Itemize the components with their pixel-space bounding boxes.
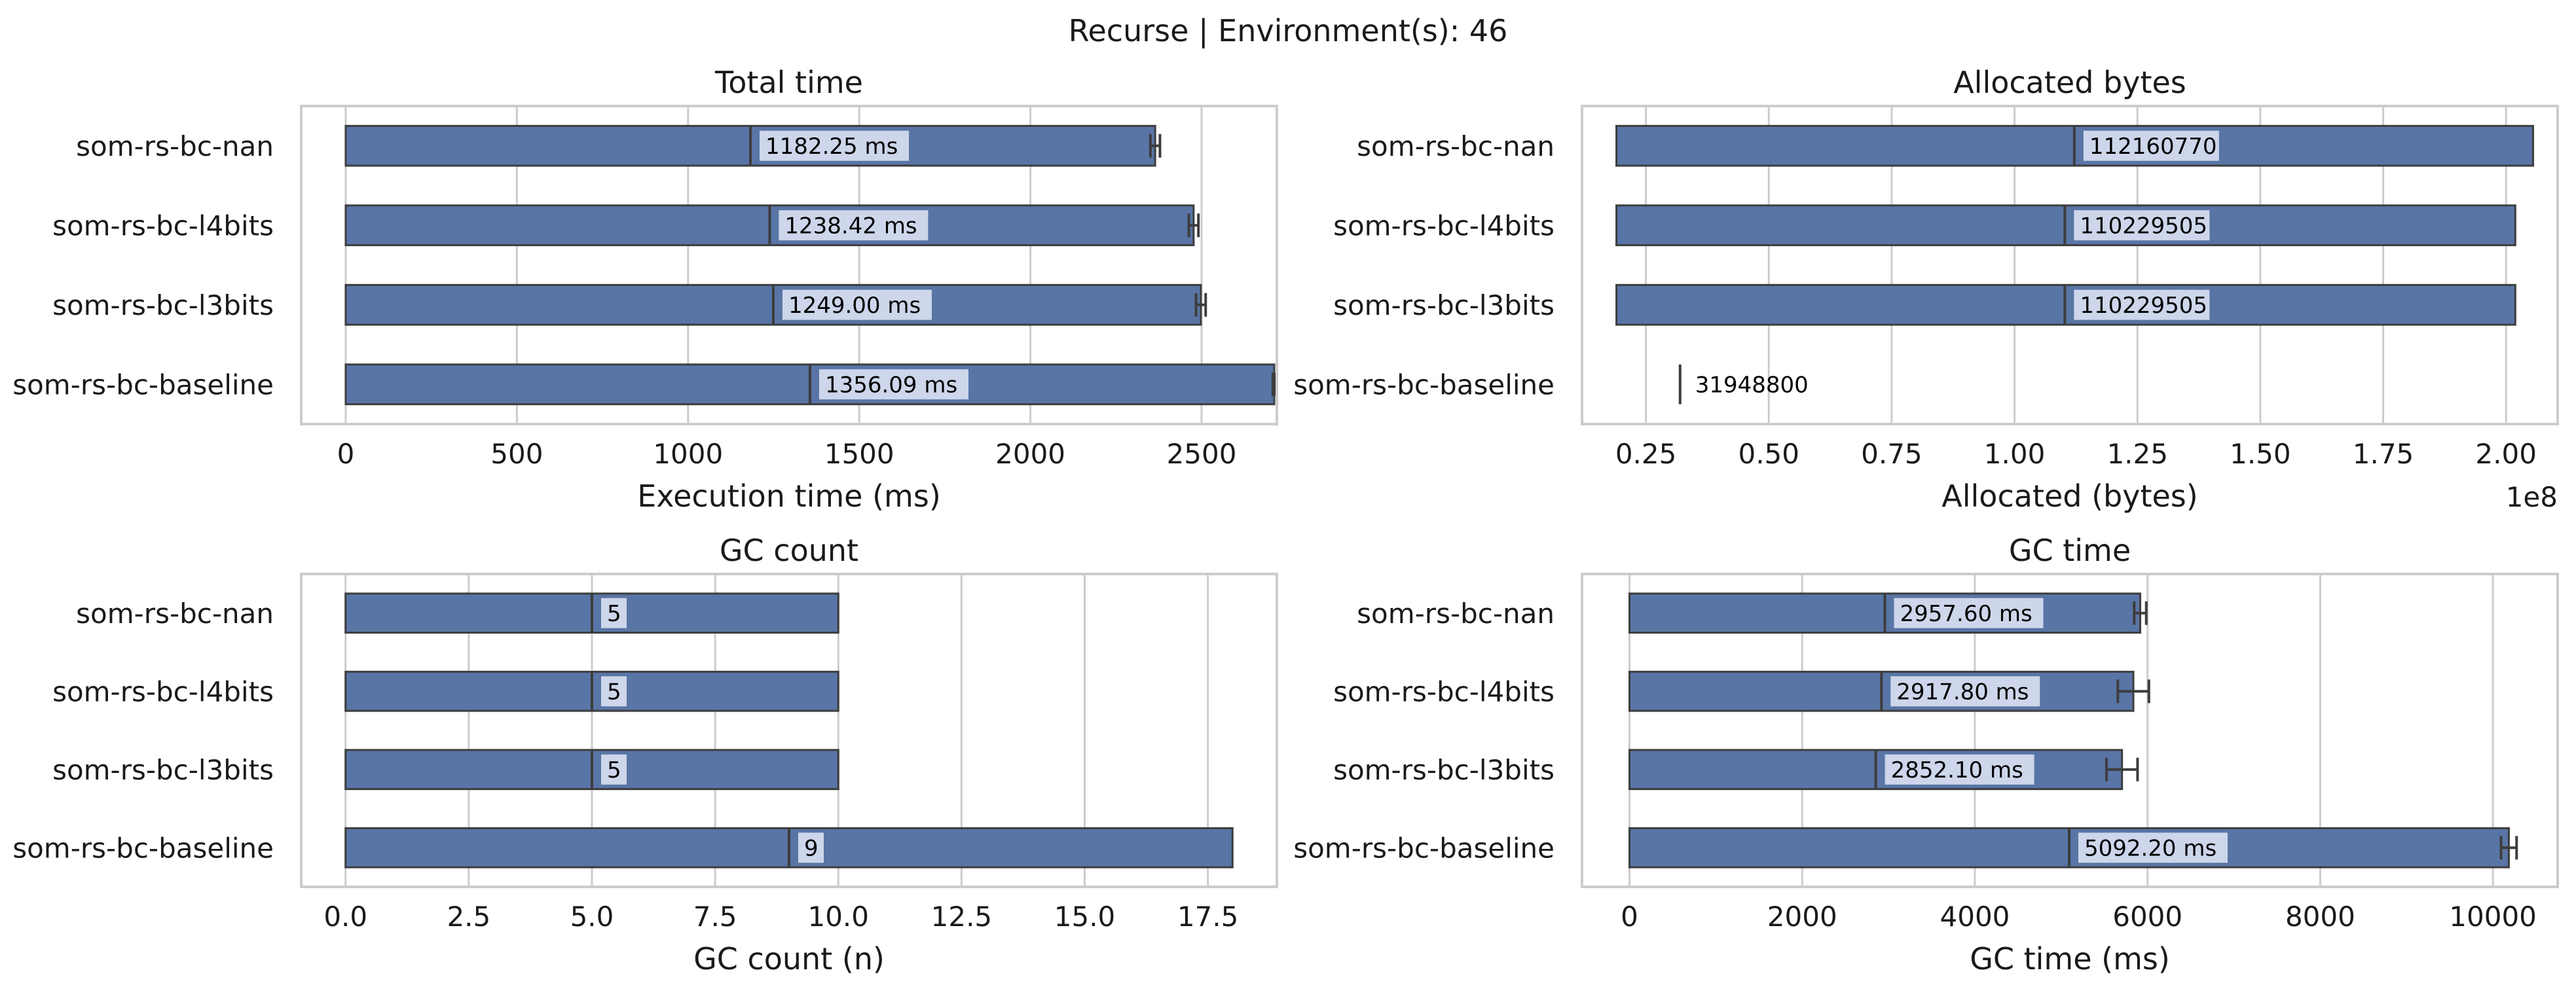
x-tick-label: 7.5 (693, 901, 737, 933)
data-label: 1238.42 ms (784, 213, 917, 239)
x-tick-label: 4000 (1940, 901, 2010, 933)
category-label: som-rs-bc-nan (76, 598, 274, 630)
axes-frame (1581, 105, 2559, 425)
data-label-box (779, 210, 929, 241)
data-label: 5 (607, 601, 621, 627)
panel-allocated-bytes: 112160770 som-rs-bc-nan 110229505 som-rs-bc… (1293, 65, 2559, 514)
data-label: 1249.00 ms (788, 293, 921, 319)
axes-frame (1581, 573, 2559, 888)
category-label: som-rs-bc-nan (1357, 130, 1555, 162)
category-label: som-rs-bc-l4bits (52, 675, 274, 708)
x-tick-label: 12.5 (931, 901, 993, 933)
data-label-box (819, 369, 968, 400)
data-label: 1182.25 ms (765, 134, 898, 160)
category-label: som-rs-bc-l4bits (1333, 675, 1555, 708)
panel-title: GC time (2009, 533, 2131, 568)
category-label: som-rs-bc-l3bits (52, 289, 274, 321)
category-label: som-rs-bc-l3bits (1333, 289, 1555, 321)
data-label-box (600, 754, 627, 785)
data-label: 112160770 (2089, 134, 2217, 160)
panel-title: Total time (714, 65, 863, 100)
axes-frame (300, 573, 1278, 888)
data-label-box (760, 130, 910, 161)
data-label: 2917.80 ms (1896, 679, 2029, 705)
data-label-box (600, 598, 627, 628)
data-label: 9 (804, 835, 819, 861)
category-label: som-rs-bc-l3bits (52, 754, 274, 786)
x-tick-label: 1000 (653, 438, 723, 470)
x-tick-label: 0.50 (1738, 438, 1799, 470)
data-label: 110229505 (2080, 293, 2207, 319)
category-label: som-rs-bc-baseline (12, 368, 274, 401)
panel-title: GC count (720, 533, 858, 568)
figure-suptitle: Recurse | Environment(s): 46 (1069, 13, 1508, 49)
data-label: 5092.20 ms (2084, 835, 2217, 861)
x-tick-label: 0 (1621, 901, 1638, 933)
category-label: som-rs-bc-baseline (12, 832, 274, 864)
x-axis-label: Allocated (bytes) (1941, 478, 2198, 514)
data-label-box (600, 676, 627, 707)
x-tick-label: 0 (337, 438, 355, 470)
x-tick-label: 0.25 (1615, 438, 1677, 470)
data-label: 5 (607, 757, 621, 783)
panel-gc-count: 5 som-rs-bc-nan 5 som-rs-bc-l4bits 5 som-rs-b… (12, 533, 1278, 977)
x-tick-label: 2000 (995, 438, 1065, 470)
axes-frame (300, 105, 1278, 425)
x-tick-label: 0.75 (1861, 438, 1923, 470)
x-tick-label: 10.0 (807, 901, 869, 933)
data-label-box (1894, 598, 2044, 628)
x-axis-label: GC time (ms) (1970, 941, 2170, 977)
category-label: som-rs-bc-nan (1357, 598, 1555, 630)
x-tick-label: 1.00 (1984, 438, 2046, 470)
data-label: 5 (607, 679, 621, 705)
x-tick-label: 2.5 (447, 901, 490, 933)
x-axis-label: GC count (n) (693, 941, 885, 977)
data-label-box (2074, 289, 2210, 320)
x-axis-label: Execution time (ms) (637, 478, 941, 514)
x-tick-label: 500 (490, 438, 543, 470)
category-label: som-rs-bc-l4bits (52, 209, 274, 242)
x-tick-label: 10000 (2449, 901, 2537, 933)
panel-title: Allocated bytes (1953, 65, 2186, 100)
x-tick-label: 5.0 (570, 901, 614, 933)
x-tick-label: 1.75 (2353, 438, 2414, 470)
x-tick-label: 1500 (824, 438, 894, 470)
x-tick-label: 1.50 (2230, 438, 2291, 470)
data-label: 31948800 (1695, 372, 1809, 398)
x-tick-label: 1.25 (2107, 438, 2168, 470)
category-label: som-rs-bc-baseline (1293, 832, 1555, 864)
data-label-box (2074, 210, 2210, 241)
data-label-box (2083, 130, 2219, 161)
panel-total-time: 1182.25 ms som-rs-bc-nan 1238.42 ms som-rs-… (12, 65, 1278, 514)
category-label: som-rs-bc-nan (76, 130, 274, 162)
data-label-box (1890, 676, 2040, 707)
x-tick-label: 0.0 (323, 901, 367, 933)
category-label: som-rs-bc-l3bits (1333, 754, 1555, 786)
axis-offset-label: 1e8 (2506, 481, 2558, 513)
x-tick-label: 2000 (1767, 901, 1837, 933)
data-label-box (2078, 833, 2228, 863)
x-tick-label: 2.00 (2475, 438, 2537, 470)
x-tick-label: 8000 (2285, 901, 2355, 933)
data-label: 2957.60 ms (1900, 601, 2033, 627)
x-tick-label: 17.5 (1177, 901, 1239, 933)
x-tick-label: 15.0 (1054, 901, 1116, 933)
data-label-box (798, 833, 824, 863)
data-label-box (782, 289, 932, 320)
category-label: som-rs-bc-baseline (1293, 368, 1555, 401)
data-label: 110229505 (2080, 213, 2207, 239)
data-label: 1356.09 ms (825, 372, 957, 398)
x-tick-label: 2500 (1167, 438, 1237, 470)
x-tick-label: 6000 (2112, 901, 2182, 933)
data-label: 2852.10 ms (1891, 757, 2023, 783)
panel-gc-time: 2957.60 ms som-rs-bc-nan 2917.80 ms som-rs-… (1293, 533, 2559, 977)
category-label: som-rs-bc-l4bits (1333, 209, 1555, 242)
data-label-box (1885, 754, 2034, 785)
